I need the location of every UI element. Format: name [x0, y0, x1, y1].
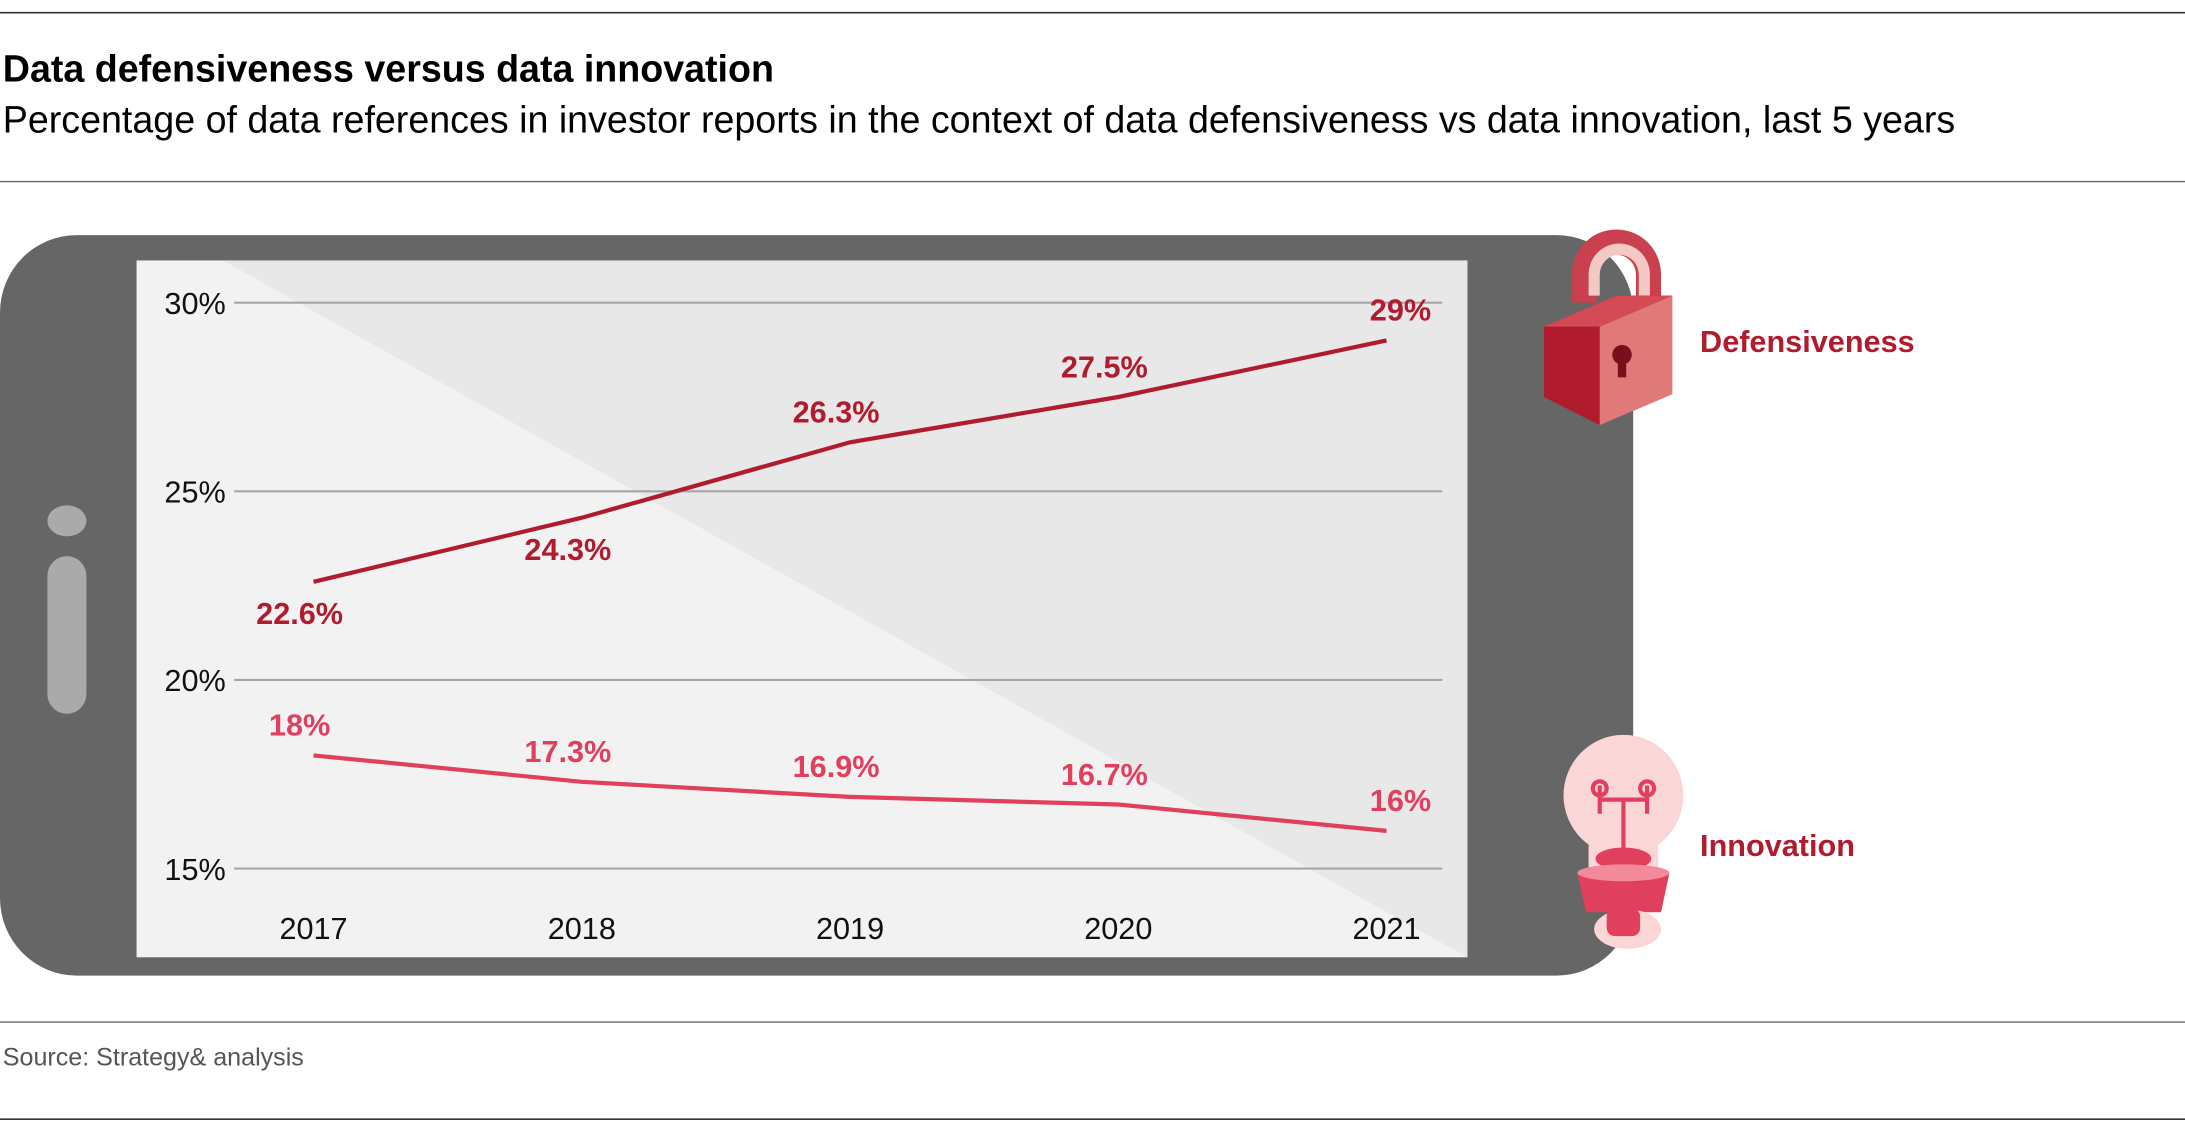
y-tick-label: 20%: [164, 663, 225, 698]
y-tick-label: 25%: [164, 474, 225, 509]
x-tick-label: 2017: [279, 911, 347, 946]
value-label: 27.5%: [1061, 349, 1148, 384]
bulb-icon: [1563, 734, 1684, 949]
value-label: 29%: [1370, 293, 1431, 328]
chart-subtitle: Percentage of data references in investo…: [3, 99, 1955, 141]
value-label: 26.3%: [793, 394, 880, 429]
phone-button: [47, 556, 87, 714]
series-line: [313, 338, 1387, 584]
legend-label: Defensiveness: [1700, 324, 1915, 359]
x-tick-label: 2018: [548, 911, 616, 946]
value-label: 22.6%: [256, 596, 343, 631]
legend-label: Innovation: [1700, 828, 1855, 863]
value-label: 16.7%: [1061, 757, 1148, 792]
value-label: 18%: [269, 708, 330, 743]
series-line: [313, 753, 1387, 833]
x-tick-label: 2019: [816, 911, 884, 946]
x-tick-label: 2020: [1084, 911, 1152, 946]
value-label: 24.3%: [524, 532, 611, 567]
chart-title: Data defensiveness versus data innovatio…: [3, 48, 774, 90]
value-label: 16%: [1370, 783, 1431, 818]
value-label: 16.9%: [793, 749, 880, 784]
source-note: Source: Strategy& analysis: [3, 1044, 304, 1072]
x-tick-label: 2021: [1352, 911, 1420, 946]
y-tick-label: 15%: [164, 852, 225, 887]
phone-button: [47, 505, 87, 537]
lock-icon: [1543, 229, 1673, 426]
value-label: 17.3%: [524, 734, 611, 769]
y-tick-label: 30%: [164, 286, 225, 321]
